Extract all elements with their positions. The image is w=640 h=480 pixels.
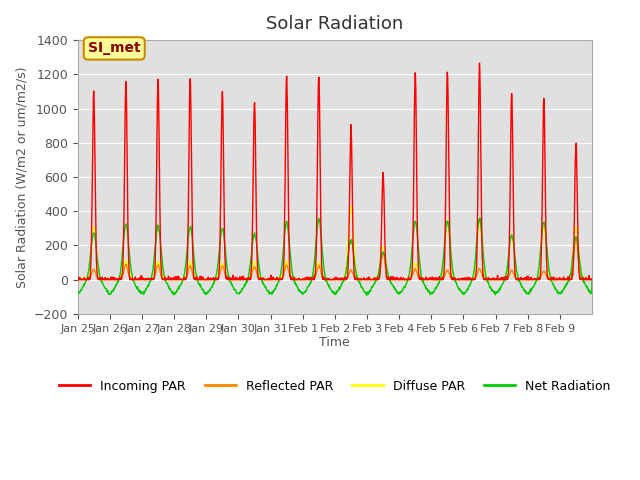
- Text: SI_met: SI_met: [88, 41, 141, 55]
- Title: Solar Radiation: Solar Radiation: [266, 15, 403, 33]
- X-axis label: Time: Time: [319, 336, 350, 349]
- Y-axis label: Solar Radiation (W/m2 or um/m2/s): Solar Radiation (W/m2 or um/m2/s): [15, 66, 28, 288]
- Legend: Incoming PAR, Reflected PAR, Diffuse PAR, Net Radiation: Incoming PAR, Reflected PAR, Diffuse PAR…: [54, 375, 616, 398]
